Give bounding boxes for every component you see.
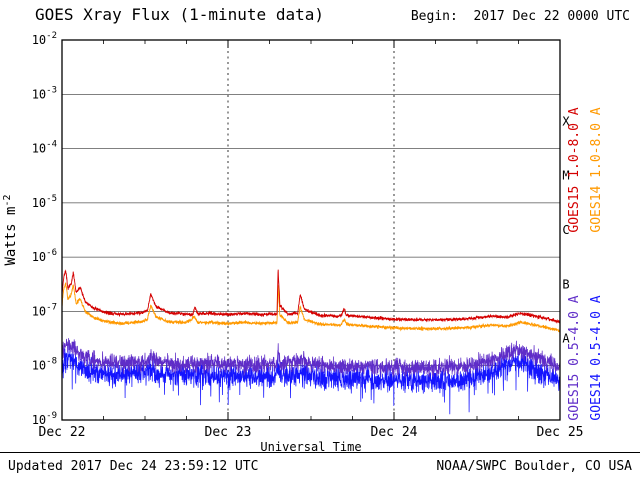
plot-border bbox=[61, 39, 561, 421]
series-label-goes14-1-0-8-0-a: GOES14 1.0-8.0 A bbox=[589, 107, 604, 232]
series-line-goes14-1-0-8-0-a bbox=[62, 282, 560, 333]
y-tick-label: 10-6 bbox=[32, 248, 57, 264]
flare-class-c: C bbox=[562, 223, 569, 237]
x-axis-title: Universal Time bbox=[260, 440, 361, 454]
series-label-goes14-0-5-4-0-a: GOES14 0.5-4.0 A bbox=[589, 295, 604, 420]
y-tick-label: 10-3 bbox=[32, 85, 57, 101]
updated-timestamp: Updated 2017 Dec 24 23:59:12 UTC bbox=[8, 459, 259, 474]
series-label-goes15-1-0-8-0-a: GOES15 1.0-8.0 A bbox=[567, 107, 582, 232]
series-line-goes15-0-5-4-0-a bbox=[62, 338, 560, 379]
chart-title: GOES Xray Flux (1-minute data) bbox=[35, 5, 324, 24]
flare-class-m: M bbox=[562, 169, 569, 183]
series-label-goes15-0-5-4-0-a: GOES15 0.5-4.0 A bbox=[567, 295, 582, 420]
footer-divider bbox=[0, 452, 640, 453]
x-tick-label: Dec 24 bbox=[371, 425, 418, 440]
y-tick-label: 10-4 bbox=[32, 140, 57, 156]
y-tick-label: 10-8 bbox=[32, 357, 57, 373]
flare-class-a: A bbox=[562, 332, 570, 346]
flare-class-b: B bbox=[562, 277, 569, 291]
y-tick-label: 10-5 bbox=[32, 194, 57, 210]
begin-timestamp: Begin: 2017 Dec 22 0000 UTC bbox=[410, 9, 630, 24]
series-line-goes15-1-0-8-0-a bbox=[62, 269, 560, 324]
x-tick-label: Dec 22 bbox=[39, 425, 86, 440]
series-line-goes14-0-5-4-0-a bbox=[62, 343, 560, 415]
source-attribution: NOAA/SWPC Boulder, CO USA bbox=[436, 459, 632, 474]
flare-class-x: X bbox=[562, 114, 570, 128]
y-tick-label: 10-2 bbox=[32, 31, 57, 47]
y-tick-label: 10-9 bbox=[32, 411, 57, 427]
y-tick-label: 10-7 bbox=[32, 302, 57, 318]
x-tick-label: Dec 25 bbox=[537, 425, 584, 440]
x-tick-label: Dec 23 bbox=[205, 425, 252, 440]
y-axis-title: Watts m-2 bbox=[2, 194, 19, 265]
